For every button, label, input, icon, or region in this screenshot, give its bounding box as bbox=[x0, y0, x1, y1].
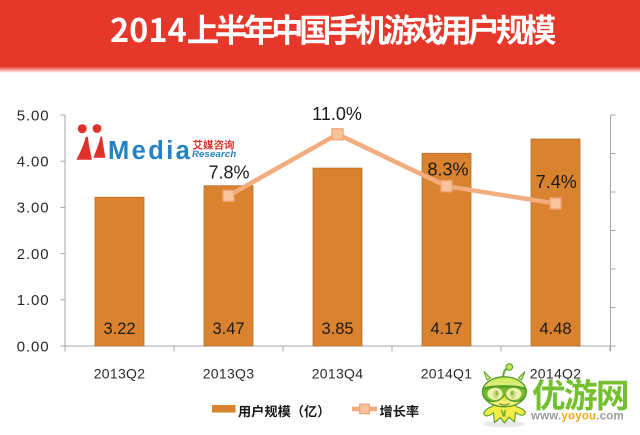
svg-text:2013Q4: 2013Q4 bbox=[312, 366, 364, 382]
svg-text:7.4%: 7.4% bbox=[536, 172, 577, 192]
svg-text:1.00: 1.00 bbox=[17, 292, 50, 309]
svg-text:8.3%: 8.3% bbox=[427, 160, 468, 180]
svg-text:5.00: 5.00 bbox=[17, 107, 50, 124]
svg-text:2.00: 2.00 bbox=[17, 246, 50, 263]
svg-text:0.00: 0.00 bbox=[17, 338, 50, 355]
svg-text:2014Q2: 2014Q2 bbox=[530, 366, 582, 382]
svg-text:7.8%: 7.8% bbox=[208, 163, 249, 183]
svg-text:11.0%: 11.0% bbox=[312, 104, 362, 124]
svg-text:3.47: 3.47 bbox=[212, 320, 244, 338]
svg-text:3.22: 3.22 bbox=[103, 320, 135, 338]
svg-text:www.yoyou.com: www.yoyou.com bbox=[530, 411, 624, 423]
svg-text:4.17: 4.17 bbox=[430, 320, 462, 338]
svg-text:Media: Media bbox=[108, 137, 192, 165]
svg-text:4.00: 4.00 bbox=[17, 154, 50, 171]
svg-text:2013Q2: 2013Q2 bbox=[94, 366, 146, 382]
svg-text:3.00: 3.00 bbox=[17, 200, 50, 217]
svg-text:2014Q1: 2014Q1 bbox=[421, 366, 473, 382]
svg-text:3.85: 3.85 bbox=[321, 320, 353, 338]
svg-text:Research: Research bbox=[192, 149, 236, 160]
svg-text:4.48: 4.48 bbox=[539, 320, 571, 338]
svg-text:2013Q3: 2013Q3 bbox=[203, 366, 255, 382]
